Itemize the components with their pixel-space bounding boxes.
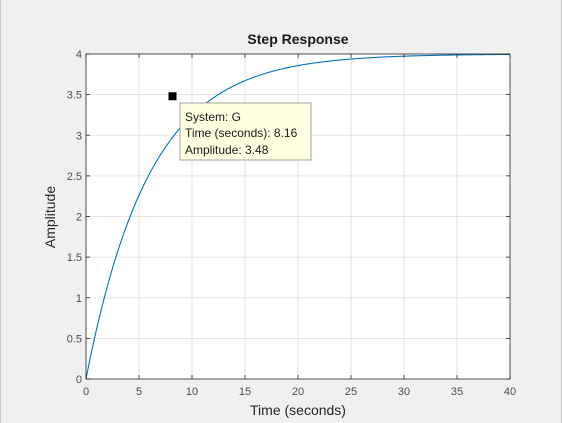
x-tick-label: 40 (504, 386, 516, 398)
step-response-line[interactable] (85, 53, 511, 380)
x-tick-label: 15 (239, 386, 251, 398)
x-tick-label: 20 (292, 386, 304, 398)
y-tick-label: 1.5 (67, 252, 82, 264)
y-tick-label: 2.5 (67, 171, 82, 183)
y-tick-label: 1 (76, 293, 82, 305)
data-tip-amplitude: Amplitude: 3.48 (185, 143, 269, 157)
y-tick-label: 0 (76, 374, 82, 386)
y-tick-label: 0.5 (67, 333, 82, 345)
x-tick-label: 10 (186, 386, 198, 398)
data-tip[interactable]: System: G Time (seconds): 8.16 Amplitude… (168, 92, 312, 161)
y-tick-label: 3.5 (67, 90, 82, 102)
data-tip-system: System: G (185, 110, 241, 124)
data-tip-box (179, 102, 312, 161)
y-axis-ticks: 0 0.5 1 1.5 2 2.5 3 3.5 4 (67, 49, 510, 386)
x-tick-label: 0 (83, 386, 89, 398)
x-axis-ticks: 0 5 10 15 20 25 30 35 40 (83, 54, 516, 398)
data-tip-time: Time (seconds): 8.16 (185, 126, 298, 140)
x-tick-label: 25 (345, 386, 357, 398)
x-tick-label: 30 (398, 386, 410, 398)
y-axis-label: Amplitude (42, 186, 58, 248)
x-tick-label: 5 (136, 386, 142, 398)
chart-title: Step Response (247, 31, 348, 47)
y-tick-label: 3 (76, 130, 82, 142)
x-axis-label: Time (seconds) (250, 402, 346, 418)
data-tip-marker[interactable] (168, 92, 177, 101)
y-tick-label: 4 (76, 49, 82, 61)
y-tick-label: 2 (76, 212, 82, 224)
x-tick-label: 35 (451, 386, 463, 398)
